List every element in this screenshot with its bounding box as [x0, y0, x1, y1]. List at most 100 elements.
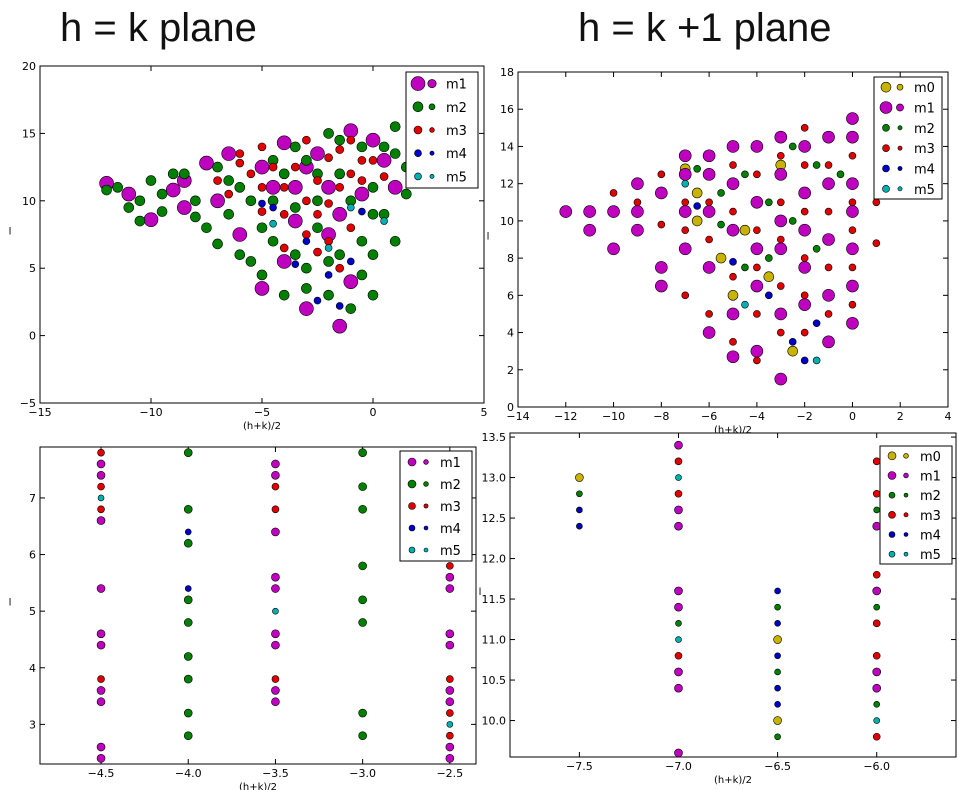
y-tick-label-1-5: 10 [500, 215, 514, 228]
point-m2-0-38 [389, 235, 401, 247]
point-m2-2-9 [358, 448, 367, 457]
point-m1-0-18 [210, 193, 225, 209]
point-m1-1-22 [750, 242, 764, 256]
point-m1-1-21 [750, 195, 764, 209]
x-axis-label-2: (h+k)/2 [239, 782, 277, 790]
x-tick-label-1-4: −6 [701, 410, 717, 423]
legend-marker-small-m2-3 [903, 492, 909, 498]
point-m1-1-20 [750, 140, 764, 153]
legend-marker-m2-1 [882, 124, 890, 132]
point-m2-0-20 [289, 202, 301, 213]
point-m2-0-3 [134, 195, 146, 207]
point-m1-0-15 [143, 212, 159, 227]
point-m2-0-11 [234, 182, 246, 193]
point-m3-0-0 [213, 176, 222, 185]
point-m1-0-14 [121, 186, 137, 202]
legend-marker-m5-0 [414, 172, 422, 181]
point-m3-1-38 [848, 300, 857, 309]
point-m2-0-52 [400, 188, 412, 200]
point-m1-0-9 [343, 274, 359, 289]
point-m2-0-26 [323, 289, 334, 301]
y-tick-label-1-9: 18 [500, 66, 514, 79]
point-m3-1-16 [753, 263, 761, 272]
y-tick-label-3-6: 13.0 [482, 472, 507, 485]
y-tick-label-1-3: 6 [507, 289, 514, 302]
point-m2-1-4 [741, 263, 749, 272]
legend-marker-m3-3 [888, 511, 896, 519]
point-m2-2-16 [358, 731, 367, 740]
point-m2-3-6 [873, 603, 881, 611]
point-m2-0-19 [289, 249, 301, 261]
legend-marker-m5-3 [888, 550, 896, 558]
point-m2-0-17 [278, 168, 290, 180]
point-m1-2-4 [96, 629, 106, 639]
point-m3-3-3 [872, 457, 881, 466]
x-tick-label-1-1: −12 [554, 410, 577, 423]
point-m3-1-40 [872, 198, 881, 207]
point-m0-1-1 [691, 187, 703, 199]
point-m3-3-0 [674, 457, 683, 466]
x-tick-label-2-0: −4.5 [88, 767, 115, 780]
point-m2-0-18 [278, 289, 290, 301]
y-tick-label-3-5: 12.5 [482, 512, 507, 525]
point-m5-2-0 [97, 494, 105, 502]
legend-marker-small-m1-2 [423, 459, 429, 465]
point-m4-1-0 [788, 338, 797, 346]
point-m5-1-0 [812, 356, 821, 365]
point-m3-0-9 [279, 183, 289, 192]
point-m3-0-5 [257, 183, 267, 192]
point-m2-0-13 [256, 222, 268, 234]
point-m1-1-38 [846, 112, 859, 125]
point-m5-2-1 [272, 607, 279, 615]
point-m3-3-5 [872, 570, 881, 579]
point-m3-0-16 [324, 199, 333, 208]
point-m3-1-7 [705, 198, 713, 207]
point-m2-0-36 [378, 141, 390, 153]
point-m2-0-9 [212, 161, 223, 173]
point-m3-1-23 [776, 328, 785, 337]
point-m1-1-48 [750, 279, 764, 293]
point-m1-1-40 [846, 177, 859, 190]
point-m1-3-10 [872, 667, 882, 677]
point-m3-1-10 [729, 161, 737, 169]
point-m1-2-5 [96, 640, 106, 650]
legend-marker-small-m3-2 [423, 503, 429, 509]
x-tick-label-2-4: −2.5 [436, 767, 463, 780]
point-m2-1-10 [812, 245, 821, 253]
point-m1-1-13 [702, 168, 716, 181]
point-m1-2-24 [445, 697, 455, 707]
point-m1-2-18 [271, 697, 280, 707]
point-m2-0-23 [312, 222, 323, 234]
legend-marker-m2-0 [412, 101, 424, 113]
point-m5-2-2 [446, 721, 454, 728]
point-m3-1-35 [848, 198, 857, 207]
point-m2-2-10 [358, 482, 367, 491]
legend-marker-m3-0 [413, 125, 423, 135]
point-m1-3-7 [674, 748, 683, 758]
point-m1-1-29 [774, 372, 788, 386]
legend-label-m3-3: m3 [920, 509, 941, 524]
legend-marker-m1-3 [887, 471, 897, 480]
point-m1-1-28 [774, 307, 788, 321]
point-m1-2-17 [271, 686, 280, 695]
point-m1-1-16 [726, 140, 740, 153]
point-m2-0-7 [190, 195, 201, 207]
point-m2-3-2 [774, 603, 781, 611]
point-m3-0-24 [379, 172, 389, 181]
point-m1-2-14 [271, 584, 280, 593]
point-m3-2-6 [271, 675, 280, 683]
point-m1-1-50 [822, 335, 835, 349]
point-m1-2-20 [445, 584, 455, 593]
point-m1-3-6 [674, 683, 683, 693]
point-m3-1-21 [776, 235, 785, 244]
point-m2-1-7 [788, 142, 797, 151]
point-m2-0-28 [334, 168, 346, 180]
legend-marker-m3-1 [882, 144, 890, 152]
point-m3-1-15 [753, 226, 761, 234]
point-m4-0-5 [346, 257, 355, 266]
point-m5-3-0 [675, 474, 682, 481]
point-m3-3-1 [674, 489, 683, 498]
y-tick-label-1-2: 4 [507, 327, 514, 340]
point-m2-0-14 [256, 269, 268, 281]
